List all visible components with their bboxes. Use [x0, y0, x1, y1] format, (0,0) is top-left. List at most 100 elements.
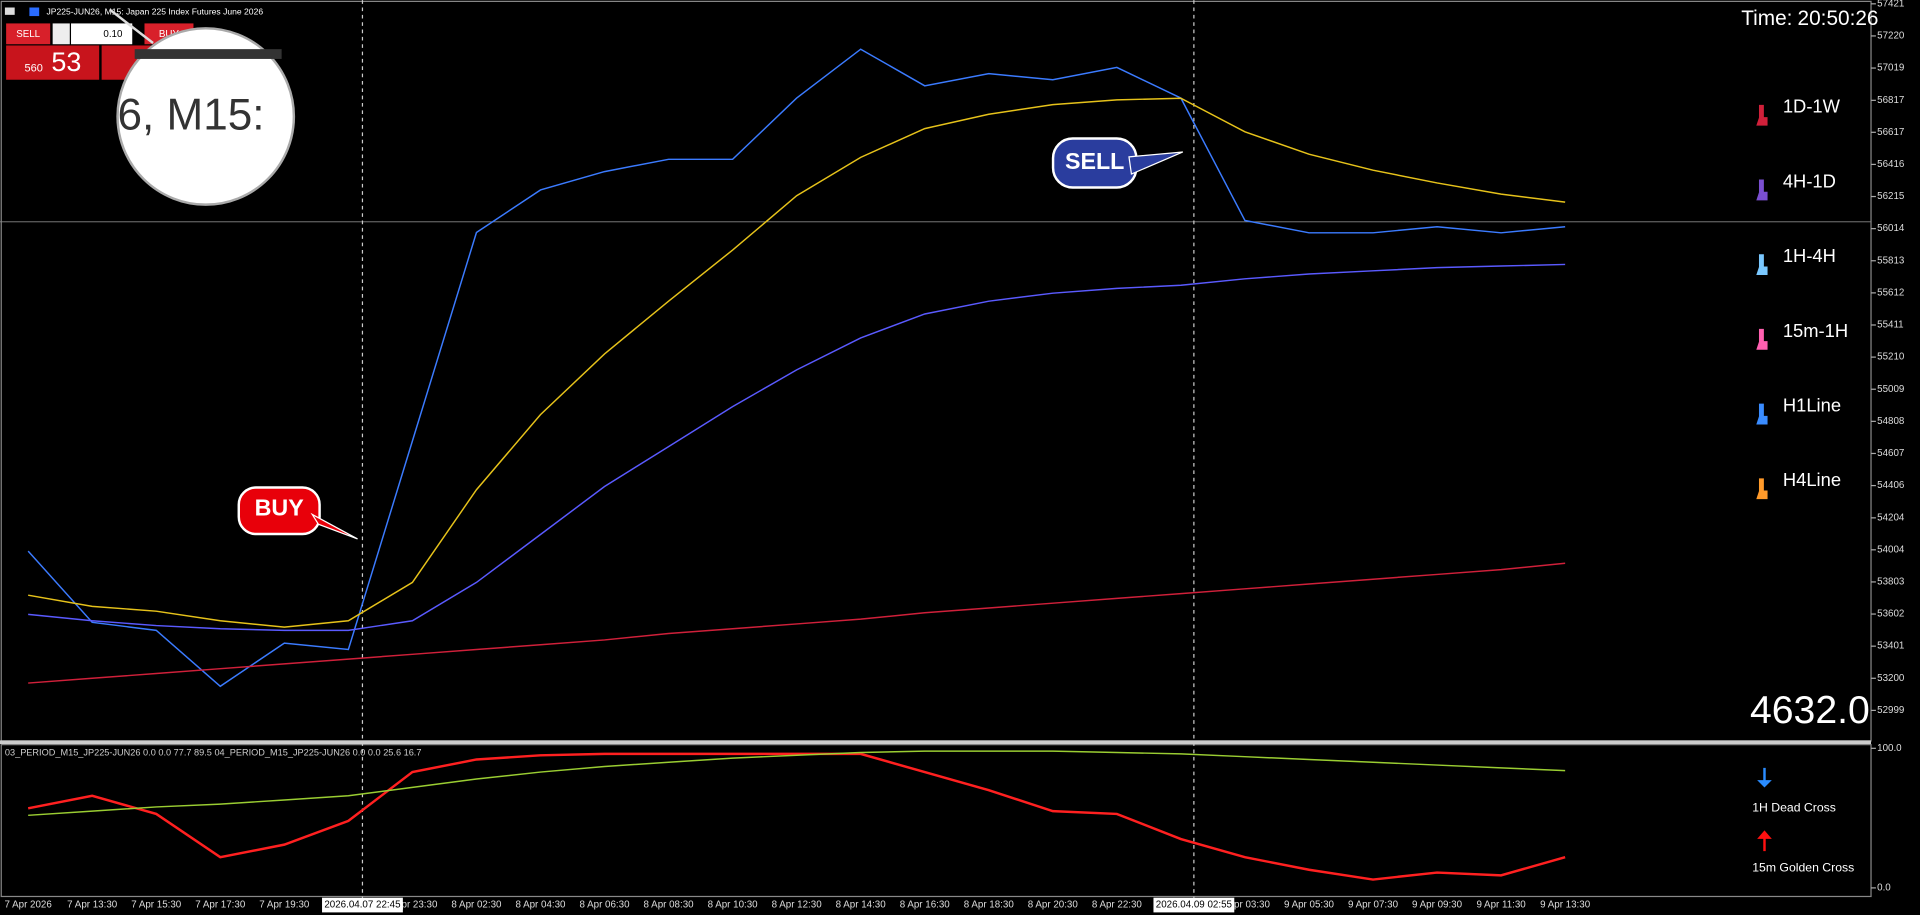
x-tick-label: 7 Apr 13:30 — [67, 900, 118, 911]
volume-field[interactable] — [71, 23, 133, 45]
x-tick-label: 8 Apr 04:30 — [515, 900, 566, 911]
x-tick-label: 8 Apr 22:30 — [1092, 900, 1143, 911]
clock-label: Time: — [1741, 7, 1792, 30]
plot — [27, 48, 1566, 881]
x-tick-label: 8 Apr 10:30 — [708, 900, 759, 911]
crosshair-label: 2026.04.09 02:55 — [1156, 900, 1233, 911]
magnifier-pointer — [109, 8, 154, 44]
y-tick-label: 56817 — [1877, 95, 1904, 106]
buy-callout-text: BUY — [255, 495, 305, 521]
y-tick-label: 57019 — [1877, 63, 1904, 74]
x-tick-label: 7 Apr 15:30 — [131, 900, 182, 911]
y-tick-label: 55411 — [1877, 320, 1903, 331]
legend-label: 4H-1D — [1783, 170, 1836, 191]
golden-cross: 15m Golden Cross — [1752, 861, 1854, 875]
series-line — [27, 752, 1566, 881]
counter: 4632.0 — [1750, 689, 1870, 732]
y-tick-label: 54607 — [1877, 448, 1904, 459]
y-tick-label: 100.0 — [1877, 743, 1902, 754]
crosshair-label: 2026.04.07 22:45 — [324, 900, 401, 911]
y-tick-label: 57220 — [1877, 31, 1905, 42]
series-line — [27, 48, 1566, 688]
buy-label[interactable]: BUY — [159, 29, 180, 40]
x-tick-label: 7 Apr 2026 — [4, 900, 52, 911]
legend-icon — [1756, 478, 1768, 500]
magnifier — [116, 27, 296, 206]
x-tick-label: 9 Apr 11:30 — [1476, 900, 1526, 911]
magnifier-bar — [134, 49, 282, 59]
y-tick-label: 56215 — [1877, 191, 1905, 202]
dropdown[interactable] — [52, 23, 70, 45]
x-tick-label: 8 Apr 14:30 — [836, 900, 887, 911]
legend-icon — [1756, 403, 1768, 425]
y-tick-label: 54406 — [1877, 480, 1905, 491]
y-tick-label: 55813 — [1877, 255, 1905, 266]
y-tick-label: 52999 — [1877, 705, 1904, 716]
y-tick-label: 56014 — [1877, 223, 1905, 234]
y-tick-label: 56416 — [1877, 159, 1905, 170]
sell-button[interactable] — [6, 23, 51, 45]
x-tick-label: 8 Apr 18:30 — [964, 900, 1015, 911]
legend-label: 1H-4H — [1783, 245, 1836, 266]
y-tick-label: 0.0 — [1877, 883, 1891, 894]
callout-tail — [310, 512, 358, 540]
dead-cross: 1H Dead Cross — [1752, 801, 1836, 815]
sell-callout-text: SELL — [1065, 148, 1124, 174]
legend-label: 15m-1H — [1783, 320, 1848, 341]
sell-label[interactable]: SELL — [16, 29, 40, 40]
crosshair-label-bg — [1153, 897, 1235, 913]
y-tick-label: 53803 — [1877, 577, 1905, 588]
clock: 20:50:26 — [1798, 7, 1879, 30]
x-tick-label: 7 Apr 23:30 — [387, 900, 438, 911]
indicator-title: 03_PERIOD_M15_JP225-JUN26 0.0 0.0 77.7 8… — [5, 748, 422, 758]
legend-label: H1Line — [1783, 395, 1841, 416]
series-line — [28, 750, 1566, 817]
x-tick-label: 7 Apr 17:30 — [195, 900, 246, 911]
x-tick-label: 9 Apr 09:30 — [1412, 900, 1463, 911]
x-tick-label: 8 Apr 02:30 — [451, 900, 502, 911]
series-line — [28, 263, 1566, 632]
y-tick-label: 53401 — [1877, 641, 1904, 652]
golden-cross-icon — [1757, 830, 1772, 852]
series-line — [28, 97, 1566, 628]
dead-cross-icon — [1757, 767, 1772, 788]
icon — [4, 7, 15, 15]
y-tick-label: 53200 — [1877, 673, 1905, 684]
legend-icon — [1756, 104, 1768, 126]
volume[interactable]: 0.10 — [103, 29, 123, 40]
legend-icon — [1756, 254, 1768, 276]
legend: 1D-1W 4H-1D 1H-4H 15m-1H H1Line H4Line — [1756, 96, 1848, 500]
magnifier-text: 6, M15: — [118, 90, 265, 139]
x-tick-label: 7 Apr 19:30 — [259, 900, 310, 911]
y-tick-label: 54204 — [1877, 512, 1905, 523]
symbol: JP225-JUN26, M15: Japan 225 Index Future… — [47, 7, 264, 17]
osc-frame — [0, 744, 1872, 898]
series-line — [28, 562, 1566, 684]
y-tick-label: 57421 — [1877, 0, 1904, 9]
icon — [29, 7, 40, 17]
x-tick-label: 8 Apr 06:30 — [580, 900, 631, 911]
y-tick-label: 56617 — [1877, 127, 1904, 138]
y-tick-label: 54004 — [1877, 544, 1905, 555]
x-tick-label: 9 Apr 03:30 — [1220, 900, 1271, 911]
price-big: 53 — [51, 47, 81, 77]
x-tick-label: 9 Apr 13:30 — [1540, 900, 1591, 911]
y-tick-label: 55612 — [1877, 287, 1904, 298]
y-tick-label: 55009 — [1877, 384, 1904, 395]
legend-icon — [1756, 328, 1768, 350]
x-tick-label: 8 Apr 08:30 — [644, 900, 695, 911]
crosshair-label-bg — [322, 897, 403, 913]
buy-callout — [237, 486, 321, 536]
x-tick-label: 8 Apr 12:30 — [772, 900, 823, 911]
y-tick-label: 53602 — [1877, 609, 1904, 620]
sell-price[interactable] — [6, 45, 100, 80]
y-tick-label: 55210 — [1877, 352, 1905, 363]
x-tick-label: 8 Apr 20:30 — [1028, 900, 1079, 911]
x-tick-label: 8 Apr 16:30 — [900, 900, 951, 911]
legend-label: 1D-1W — [1783, 96, 1841, 117]
x-tick-label: 9 Apr 07:30 — [1348, 900, 1399, 911]
price-small: 560 — [24, 63, 42, 75]
